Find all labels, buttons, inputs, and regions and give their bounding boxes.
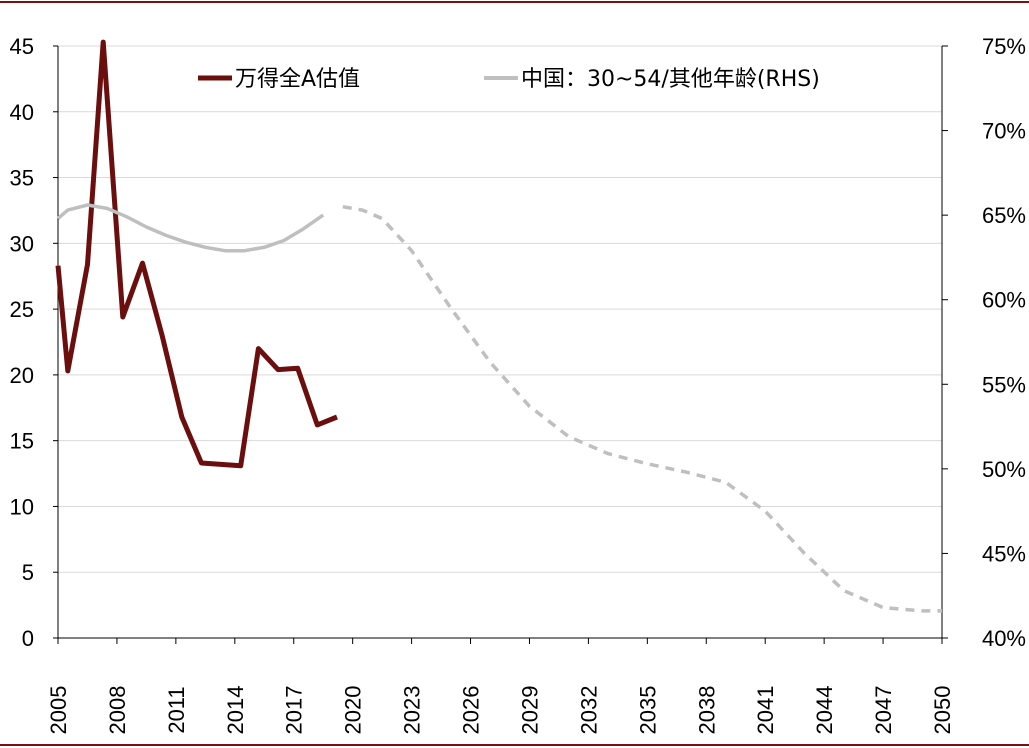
- y-left-tick-label: 35: [10, 166, 34, 191]
- y-left-tick-label: 40: [10, 100, 34, 125]
- x-tick-label: 2005: [46, 686, 71, 735]
- y-left-tick-label: 10: [10, 494, 34, 519]
- y-right-tick-label: 70%: [982, 119, 1026, 144]
- x-tick-label: 2014: [223, 686, 248, 735]
- x-tick-label: 2023: [400, 686, 425, 735]
- x-tick-label: 2044: [812, 686, 837, 735]
- legend: 万得全A估值 中国：30~54/其他年龄(RHS): [198, 67, 820, 92]
- x-tick-label: 2047: [871, 686, 896, 735]
- gridlines: [58, 45, 942, 573]
- y-right-tick-label: 55%: [982, 372, 1026, 397]
- y-left-tick-label: 30: [10, 231, 34, 256]
- legend-label-demographic: 中国：30~54/其他年龄(RHS): [521, 67, 820, 92]
- y-left-tick-label: 20: [10, 363, 34, 388]
- tick-labels: 0 5 10 15 20 25 30 35 40 45 40% 45% 50% 55% 60% 65% 70% 7…: [10, 34, 1026, 734]
- y-left-tick-label: 0: [22, 626, 34, 651]
- x-tick-label: 2050: [930, 686, 955, 735]
- y-right-tick-label: 50%: [982, 457, 1026, 482]
- y-left-tick-label: 45: [10, 34, 34, 59]
- axes: [53, 45, 948, 644]
- series-line-2: [342, 204, 942, 613]
- series-line-1: [56, 203, 325, 253]
- y-left-tick-label: 15: [10, 429, 34, 454]
- x-tick-label: 2029: [517, 686, 542, 735]
- series-group: [55, 39, 942, 613]
- y-left-tick-label: 5: [22, 560, 34, 585]
- x-tick-label: 2035: [635, 686, 660, 735]
- y-right-tick-label: 40%: [982, 626, 1026, 651]
- y-right-tick-label: 75%: [982, 34, 1026, 59]
- legend-label-pe: 万得全A估值: [235, 67, 360, 92]
- x-tick-label: 2011: [164, 686, 189, 733]
- x-tick-label: 2038: [694, 686, 719, 735]
- y-right-tick-label: 65%: [982, 203, 1026, 228]
- x-tick-label: 2026: [459, 686, 484, 735]
- x-tick-label: 2008: [105, 686, 130, 735]
- series-line-0: [55, 39, 338, 469]
- x-tick-label: 2017: [282, 686, 307, 735]
- x-tick-label: 2032: [576, 686, 601, 735]
- y-right-tick-label: 60%: [982, 288, 1026, 313]
- x-tick-label: 2020: [341, 686, 366, 735]
- x-tick-label: 2041: [753, 686, 778, 735]
- y-right-tick-label: 45%: [982, 541, 1026, 566]
- y-left-tick-label: 25: [10, 297, 34, 322]
